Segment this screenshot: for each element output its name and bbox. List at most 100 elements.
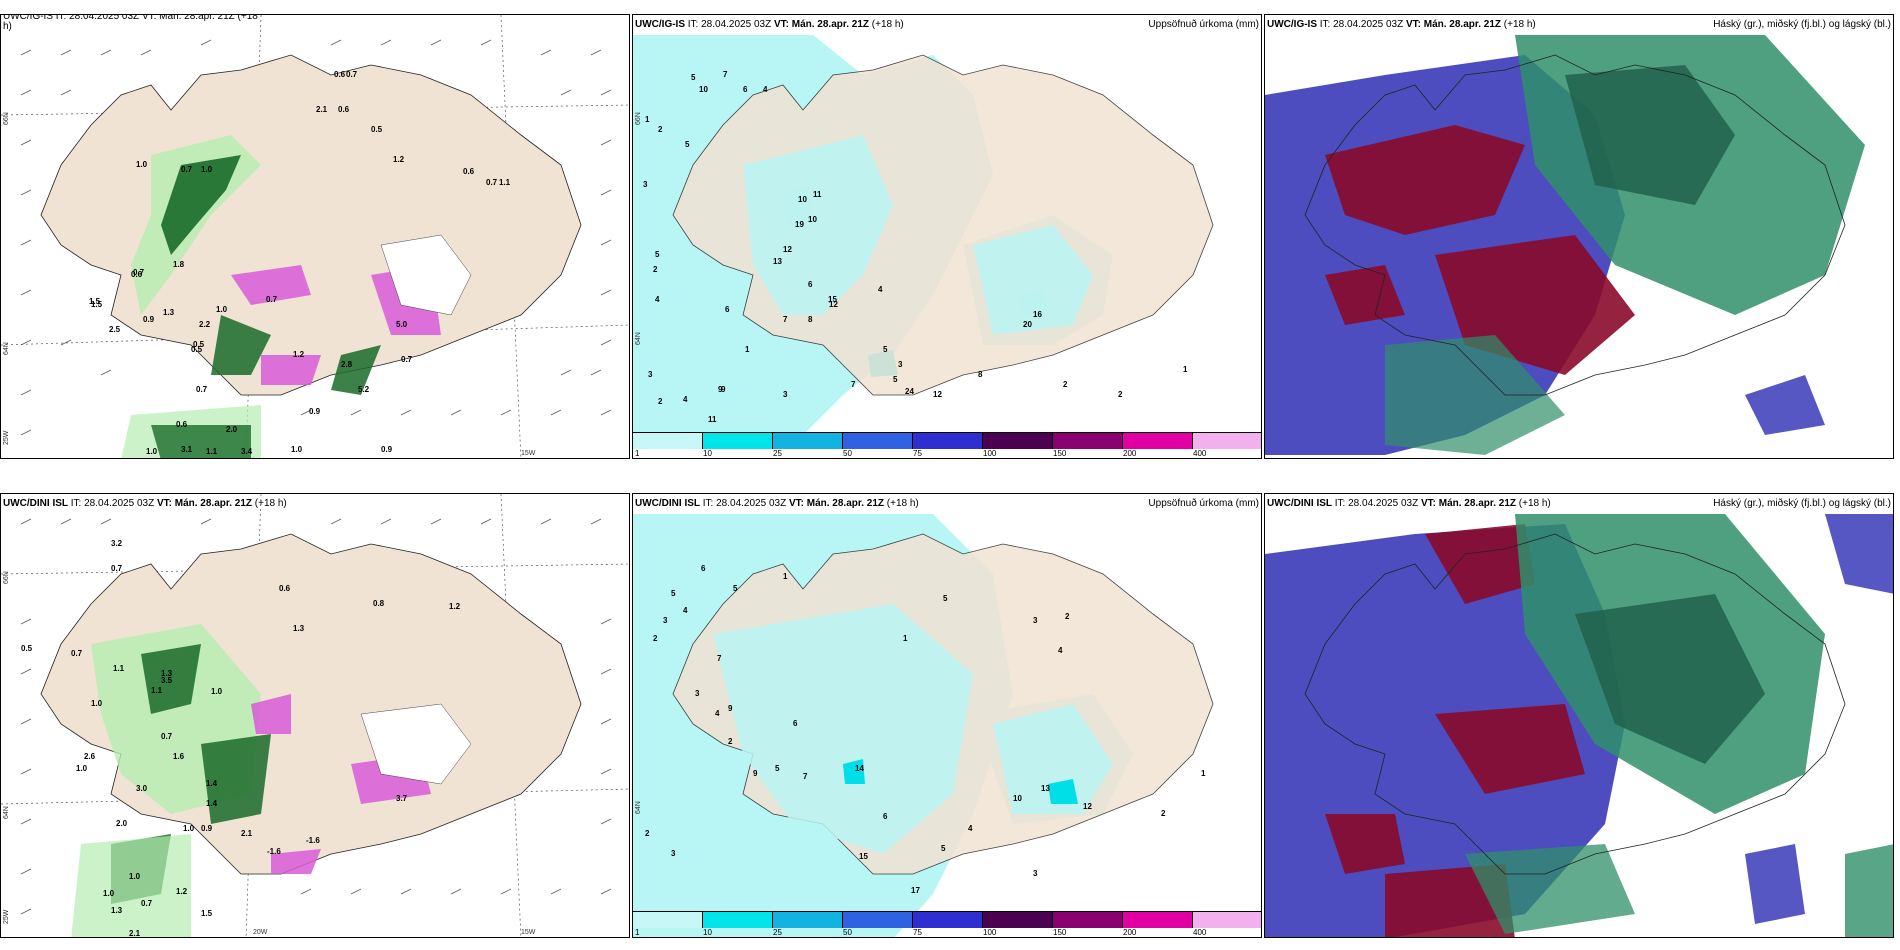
- precip-value: 10: [699, 85, 708, 94]
- precip-colorbar-row1: 1 10 25 50 75 100 150 200 400: [633, 432, 1261, 458]
- precip-value: 0.5: [193, 340, 205, 349]
- precip-value: 1.0: [103, 889, 115, 898]
- cb-swatch: [983, 433, 1053, 449]
- precip-value: 15: [828, 295, 837, 304]
- precip-value: 13: [1041, 784, 1050, 793]
- panel3-title-row2: Háský (gr.), miðský (fj.bl.) og lágský (…: [1713, 498, 1891, 509]
- axis-label-66n-row2: 66N: [3, 571, 10, 584]
- valid-time: VT: Mán. 28.apr. 21Z: [1420, 498, 1517, 509]
- precip-value: 6: [743, 85, 748, 94]
- precip-value: 4: [968, 824, 973, 833]
- axis-label-15w-row2: 15W: [521, 929, 536, 936]
- axis-label-15w-row1: 15W: [521, 450, 536, 457]
- precip-value: 1.0: [291, 445, 303, 454]
- panel1-header-row1: UWC/IG-IS IT: 28.04.2025 03Z VT: Mán. 28…: [3, 14, 258, 22]
- cb-label: 10: [703, 449, 712, 458]
- cb-label: 1: [635, 449, 640, 458]
- cb-swatch: [843, 912, 913, 928]
- model-label: UWC/IG-IS: [635, 19, 685, 30]
- precip-value: 1.1: [151, 686, 163, 695]
- axis-label-66n-row1: 66N: [3, 112, 10, 125]
- precip-value: 15: [859, 852, 868, 861]
- precip-value: 1.5: [201, 909, 213, 918]
- precip-value: 0.7: [486, 178, 498, 187]
- precip-value: 3: [1033, 616, 1038, 625]
- cb-swatch: [1193, 433, 1261, 449]
- precip-value: 17: [911, 886, 920, 895]
- precip-value: 5: [691, 73, 696, 82]
- precip-value: 1.1: [499, 178, 511, 187]
- panel2-header-row2: UWC/DINI ISL IT: 28.04.2025 03Z VT: Mán.…: [635, 498, 919, 509]
- precip-value: 0.6: [338, 105, 350, 114]
- map-clouds-row1: [1265, 15, 1893, 458]
- precip-value: 5: [671, 589, 676, 598]
- precip-value: 4: [1058, 646, 1063, 655]
- precip-value: 11: [813, 190, 822, 199]
- precip-value: 1.3: [111, 906, 123, 915]
- precip-value: 2.0: [226, 425, 238, 434]
- precip-value: 14: [855, 764, 864, 773]
- precip-value: 10: [808, 215, 817, 224]
- panel-clouds-row1: UWC/IG-IS IT: 28.04.2025 03Z VT: Mán. 28…: [1264, 14, 1894, 459]
- precip-value: 2.1: [241, 829, 253, 838]
- precip-value: 0.6: [334, 70, 346, 79]
- precip-value: 0.7: [346, 70, 358, 79]
- precip-value: 13: [773, 257, 782, 266]
- precip-value: 3: [648, 370, 653, 379]
- precip-value: 5: [943, 594, 948, 603]
- precip-value: 1.0: [136, 160, 148, 169]
- cb-label: 50: [843, 928, 852, 937]
- precip-value: 1.4: [206, 799, 218, 808]
- cb-label: 25: [773, 449, 782, 458]
- cb-swatch: [1053, 433, 1123, 449]
- precip-value: 7: [803, 772, 808, 781]
- precip-value: 20: [1023, 320, 1032, 329]
- precip-value: 0.9: [201, 824, 213, 833]
- precip-value: -1.6: [306, 836, 320, 845]
- precip-value: 9: [718, 385, 723, 394]
- precip-value: 9: [721, 385, 726, 394]
- precip-value: 2.5: [109, 325, 121, 334]
- precip-value: 0.9: [381, 445, 393, 454]
- precip-value: 1.2: [176, 887, 188, 896]
- valid-time: VT: Mán. 28.apr. 21Z: [156, 498, 253, 509]
- precip-value: 3: [898, 360, 903, 369]
- precip-value: 1.1: [113, 664, 125, 673]
- precip-value: 1.0: [76, 764, 88, 773]
- cb-swatch: [703, 433, 773, 449]
- precip-value: 1.0: [146, 447, 158, 456]
- cb-swatch: [983, 912, 1053, 928]
- cb-label: 200: [1123, 928, 1137, 937]
- map-wind-precip-row1: [1, 15, 629, 458]
- precip-value: 1: [783, 572, 788, 581]
- cb-label: 100: [983, 928, 997, 937]
- precip-value: 0.7: [71, 649, 83, 658]
- cb-swatch: [1053, 912, 1123, 928]
- precip-value: 7: [783, 315, 788, 324]
- precip-value: 1: [645, 115, 650, 124]
- precip-value: 0.9: [309, 407, 321, 416]
- precip-value: 3: [663, 616, 668, 625]
- precip-value: -1.6: [267, 847, 281, 856]
- cb-swatch: [773, 433, 843, 449]
- precip-value: 1.0: [211, 687, 223, 696]
- precip-value: 3.0: [136, 784, 148, 793]
- map-clouds-row2: [1265, 494, 1893, 937]
- model-label: UWC/DINI ISL: [1267, 498, 1332, 509]
- precip-value: 6: [808, 280, 813, 289]
- precip-value: 2: [1065, 612, 1070, 621]
- cb-swatch: [633, 912, 703, 928]
- cb-label: 50: [843, 449, 852, 458]
- precip-value: 5.0: [396, 320, 408, 329]
- panel-wind-precip-row1: UWC/IG-IS IT: 28.04.2025 03Z VT: Mán. 28…: [0, 14, 630, 459]
- model-label: UWC/DINI ISL: [3, 498, 68, 509]
- precip-value: 9: [728, 704, 733, 713]
- axis-label-64n-row1-p2: 64N: [635, 332, 642, 345]
- precip-value: 2.2: [199, 320, 211, 329]
- cb-label: 25: [773, 928, 782, 937]
- cb-label: 400: [1193, 928, 1207, 937]
- precip-value: 7: [851, 380, 856, 389]
- precip-value: 3: [695, 689, 700, 698]
- panel3-title-row1: Háský (gr.), miðský (fj.bl.) og lágský (…: [1713, 19, 1891, 30]
- precip-value: 24: [905, 387, 914, 396]
